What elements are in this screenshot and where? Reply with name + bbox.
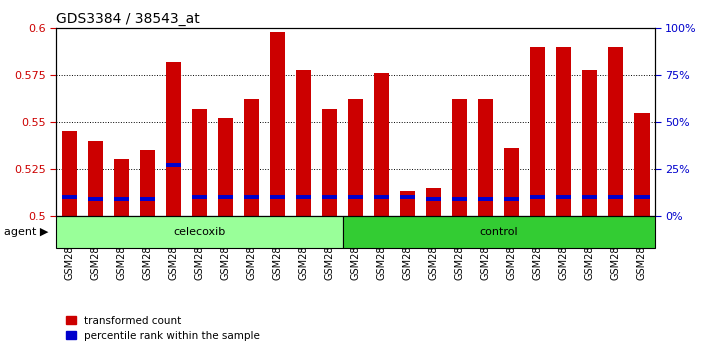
Text: control: control — [479, 227, 518, 237]
Bar — [270, 195, 285, 199]
Bar — [608, 195, 624, 199]
Bar — [113, 197, 129, 201]
Bar — [270, 32, 285, 216]
Bar — [582, 195, 598, 199]
Legend: transformed count, percentile rank within the sample: transformed count, percentile rank withi… — [61, 312, 265, 345]
Bar — [556, 195, 572, 199]
Bar — [296, 195, 311, 199]
Bar — [400, 195, 415, 199]
Bar — [191, 195, 207, 199]
Bar — [478, 99, 494, 216]
Bar — [322, 109, 337, 216]
Bar — [582, 69, 598, 216]
Bar — [191, 109, 207, 216]
Bar — [56, 216, 343, 248]
Bar — [400, 191, 415, 216]
Bar — [452, 99, 467, 216]
Bar — [244, 195, 259, 199]
Bar — [343, 216, 655, 248]
Bar — [504, 148, 520, 216]
Bar — [244, 99, 259, 216]
Bar — [296, 69, 311, 216]
Bar — [61, 195, 77, 199]
Bar — [608, 47, 624, 216]
Bar — [348, 195, 363, 199]
Bar — [374, 195, 389, 199]
Bar — [139, 150, 155, 216]
Bar — [165, 62, 181, 216]
Bar — [452, 197, 467, 201]
Bar — [348, 99, 363, 216]
Bar — [634, 195, 650, 199]
Bar — [504, 197, 520, 201]
Bar — [218, 195, 233, 199]
Bar — [478, 197, 494, 201]
Bar — [61, 131, 77, 216]
Text: celecoxib: celecoxib — [173, 227, 225, 237]
Text: agent ▶: agent ▶ — [4, 227, 49, 237]
Text: GDS3384 / 38543_at: GDS3384 / 38543_at — [56, 12, 200, 26]
Bar — [374, 73, 389, 216]
Bar — [426, 197, 441, 201]
Bar — [556, 47, 572, 216]
Bar — [87, 141, 103, 216]
Bar — [113, 159, 129, 216]
Bar — [218, 118, 233, 216]
Bar — [426, 188, 441, 216]
Bar — [322, 195, 337, 199]
Bar — [165, 163, 181, 167]
Bar — [530, 195, 546, 199]
Bar — [530, 47, 546, 216]
Bar — [139, 197, 155, 201]
Bar — [87, 197, 103, 201]
Bar — [634, 113, 650, 216]
